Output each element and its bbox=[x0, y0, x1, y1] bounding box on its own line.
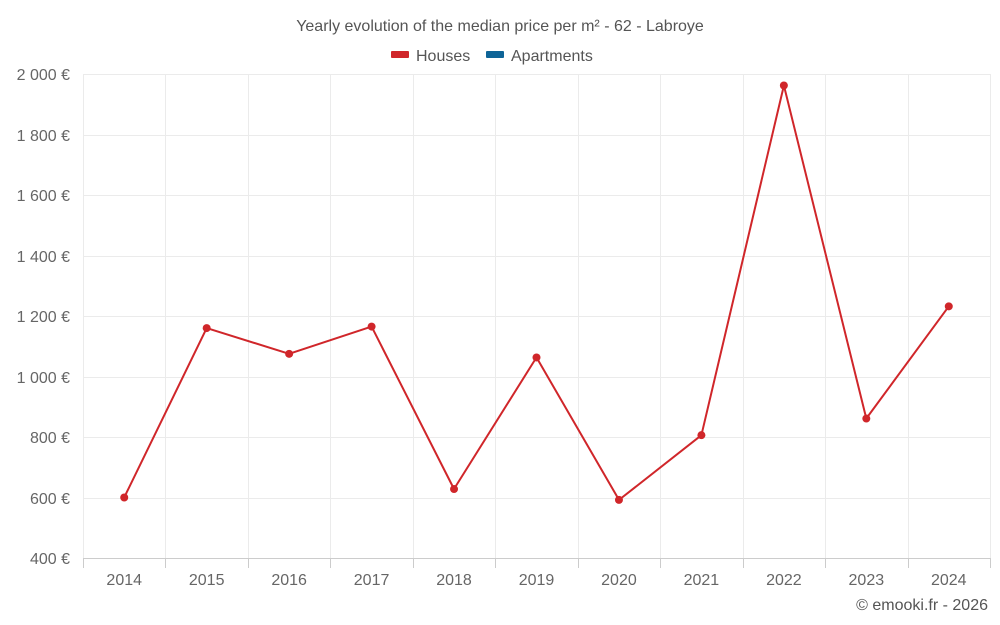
data-point-houses-2015[interactable] bbox=[202, 324, 211, 333]
x-tick-label: 2015 bbox=[189, 572, 225, 589]
x-tick-label: 2023 bbox=[849, 572, 885, 589]
grid bbox=[83, 74, 991, 559]
y-axis-ticks: 400 € 600 € 800 € 1 000 € 1 200 € 1 400 € 1 60… bbox=[17, 67, 70, 568]
y-tick-label: 1 000 € bbox=[17, 370, 70, 387]
y-tick-label: 800 € bbox=[30, 430, 70, 447]
data-point-houses-2022[interactable] bbox=[779, 81, 788, 90]
series-layer bbox=[120, 81, 953, 504]
data-point-houses-2021[interactable] bbox=[697, 431, 706, 440]
legend-swatch-houses bbox=[391, 51, 409, 58]
data-point-houses-2019[interactable] bbox=[532, 353, 541, 362]
legend: Houses Apartments bbox=[391, 48, 593, 65]
x-tick-label: 2016 bbox=[271, 572, 307, 589]
x-tick-label: 2019 bbox=[519, 572, 555, 589]
x-tick-label: 2022 bbox=[766, 572, 802, 589]
y-tick-label: 600 € bbox=[30, 491, 70, 508]
data-point-houses-2023[interactable] bbox=[862, 414, 871, 423]
legend-label-apartments: Apartments bbox=[511, 48, 593, 65]
y-tick-label: 1 600 € bbox=[17, 188, 70, 205]
credit-text: © emooki.fr - 2026 bbox=[856, 597, 988, 614]
legend-item-apartments[interactable]: Apartments bbox=[486, 48, 593, 65]
x-tick-label: 2018 bbox=[436, 572, 472, 589]
x-tick-label: 2014 bbox=[106, 572, 142, 589]
data-point-houses-2020[interactable] bbox=[614, 495, 623, 504]
y-tick-label: 400 € bbox=[30, 551, 70, 568]
x-tick-label: 2020 bbox=[601, 572, 637, 589]
y-tick-label: 1 800 € bbox=[17, 128, 70, 145]
data-point-houses-2017[interactable] bbox=[367, 322, 376, 331]
legend-swatch-apartments bbox=[486, 51, 504, 58]
x-axis-ticks: 2014 2015 2016 2017 2018 2019 2020 2021 2022 2023… bbox=[83, 558, 991, 589]
y-tick-label: 1 200 € bbox=[17, 309, 70, 326]
data-point-houses-2016[interactable] bbox=[285, 349, 294, 358]
y-tick-label: 1 400 € bbox=[17, 249, 70, 266]
legend-label-houses: Houses bbox=[416, 48, 470, 65]
x-tick-label: 2024 bbox=[931, 572, 967, 589]
data-point-houses-2014[interactable] bbox=[120, 493, 129, 502]
x-tick-label: 2017 bbox=[354, 572, 390, 589]
data-point-houses-2018[interactable] bbox=[450, 485, 459, 494]
y-tick-label: 2 000 € bbox=[17, 67, 70, 84]
x-tick-label: 2021 bbox=[684, 572, 720, 589]
data-point-houses-2024[interactable] bbox=[944, 302, 953, 311]
legend-item-houses[interactable]: Houses bbox=[391, 48, 470, 65]
chart-title: Yearly evolution of the median price per… bbox=[296, 18, 704, 35]
